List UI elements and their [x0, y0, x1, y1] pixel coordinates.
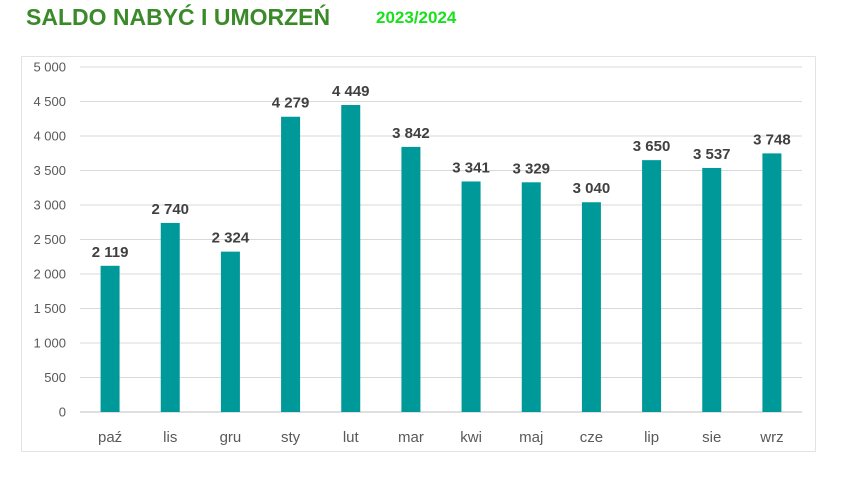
y-tick-label: 5 000: [33, 60, 66, 75]
x-tick-label: lip: [644, 429, 659, 446]
bar: [642, 160, 662, 412]
y-tick-label: 3 000: [33, 198, 66, 213]
bar: [160, 222, 180, 412]
x-tick-label: sie: [702, 429, 721, 446]
x-tick-label: lis: [163, 429, 177, 446]
y-tick-label: 2 500: [33, 232, 66, 247]
data-label: 3 842: [392, 125, 430, 142]
x-tick-label: cze: [580, 429, 603, 446]
x-tick-label: gru: [220, 429, 242, 446]
bar: [341, 105, 361, 413]
bar: [702, 167, 722, 412]
chart-title: SALDO NABYĆ I UMORZEŃ: [26, 4, 331, 30]
data-label: 3 650: [633, 138, 671, 155]
data-label: 3 341: [452, 159, 490, 176]
data-label: 3 329: [512, 160, 550, 177]
bar: [281, 116, 301, 413]
y-tick-label: 3 500: [33, 163, 66, 178]
y-tick-label: 0: [59, 405, 66, 420]
x-tick-label: wrz: [759, 429, 783, 446]
x-tick-label: sty: [281, 429, 301, 446]
y-tick-label: 4 000: [33, 129, 66, 144]
x-tick-label: kwi: [460, 429, 482, 446]
data-label: 3 040: [573, 180, 611, 197]
chart-subtitle: 2023/2024: [376, 8, 457, 27]
bar: [100, 265, 120, 412]
data-label: 3 537: [693, 146, 731, 163]
x-tick-label: mar: [398, 429, 424, 446]
data-label: 2 324: [212, 230, 250, 247]
bar: [762, 153, 782, 412]
y-tick-label: 1 500: [33, 301, 66, 316]
bar: [521, 182, 541, 412]
data-label: 4 279: [272, 95, 310, 112]
bar: [401, 146, 421, 413]
y-tick-label: 500: [44, 370, 66, 385]
x-tick-label: maj: [519, 429, 543, 446]
data-label: 2 740: [151, 201, 189, 218]
bar: [581, 202, 601, 412]
x-tick-label: lut: [343, 429, 360, 446]
y-tick-label: 2 000: [33, 267, 66, 282]
data-label: 3 748: [753, 131, 791, 148]
data-label: 4 449: [332, 83, 370, 100]
bar: [220, 251, 240, 412]
x-tick-label: paź: [98, 429, 122, 446]
y-tick-label: 4 500: [33, 94, 66, 109]
data-label: 2 119: [92, 244, 129, 261]
y-tick-label: 1 000: [33, 336, 66, 351]
bar: [461, 181, 481, 412]
